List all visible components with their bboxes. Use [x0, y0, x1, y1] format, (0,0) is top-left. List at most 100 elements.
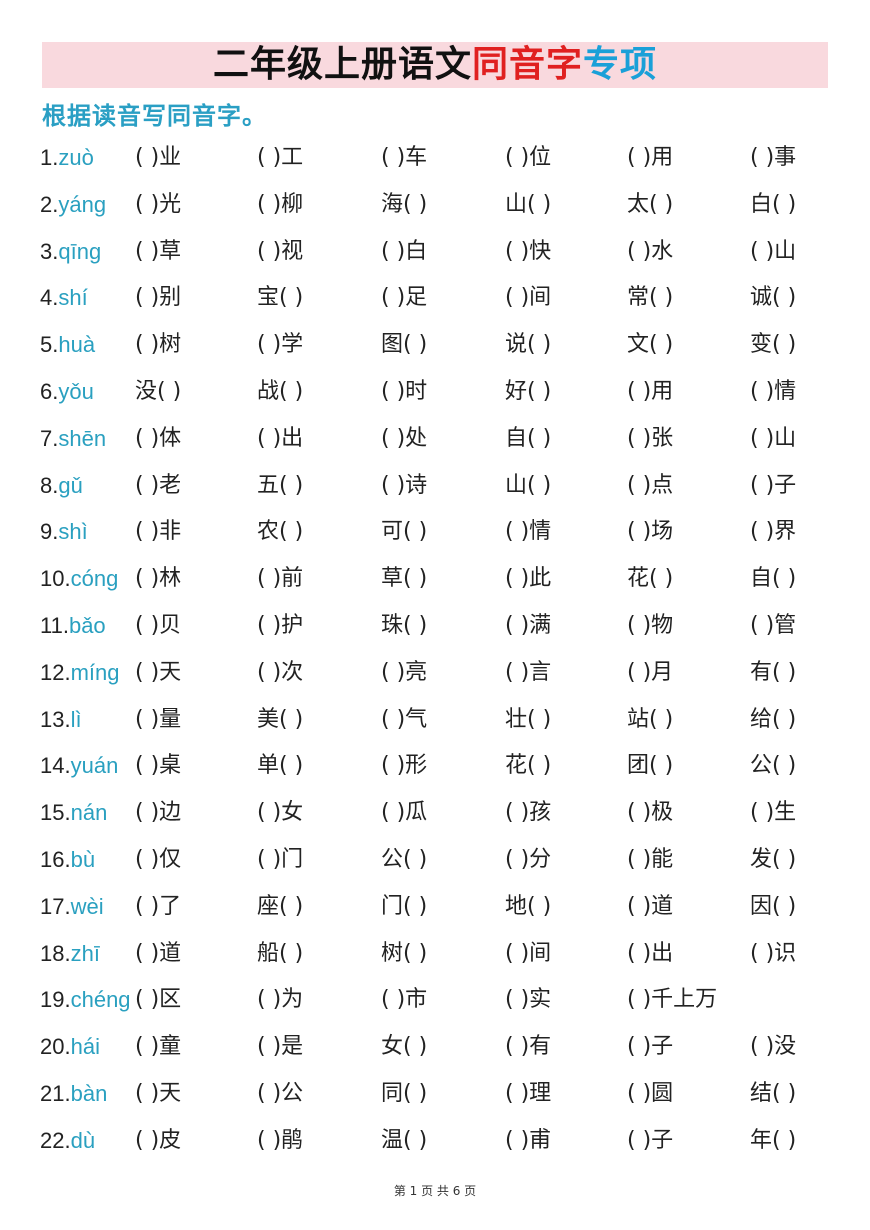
fill-blank-cell[interactable]: ( )树 — [135, 332, 182, 358]
fill-blank-cell[interactable]: 团( ) — [627, 753, 674, 779]
fill-blank-cell[interactable]: 宝( ) — [257, 285, 304, 311]
fill-blank-cell[interactable]: ( )形 — [381, 753, 428, 779]
fill-blank-cell[interactable]: ( )了 — [135, 893, 182, 919]
fill-blank-cell[interactable]: ( )千上万 — [627, 987, 718, 1013]
fill-blank-cell[interactable]: ( )物 — [627, 613, 674, 638]
fill-blank-cell[interactable]: 单( ) — [257, 753, 304, 779]
fill-blank-cell[interactable]: ( )月 — [627, 659, 674, 685]
fill-blank-cell[interactable]: ( )山 — [750, 238, 797, 264]
fill-blank-cell[interactable]: 可( ) — [381, 519, 428, 545]
fill-blank-cell[interactable]: 有( ) — [750, 659, 797, 685]
fill-blank-cell[interactable]: ( )学 — [257, 332, 304, 358]
fill-blank-cell[interactable]: ( )子 — [750, 472, 797, 498]
fill-blank-cell[interactable]: 图( ) — [381, 332, 428, 358]
fill-blank-cell[interactable]: ( )贝 — [135, 613, 182, 638]
fill-blank-cell[interactable]: 结( ) — [750, 1081, 797, 1106]
fill-blank-cell[interactable]: ( )时 — [381, 379, 428, 404]
fill-blank-cell[interactable]: ( )门 — [257, 847, 304, 872]
fill-blank-cell[interactable]: 船( ) — [257, 940, 304, 966]
fill-blank-cell[interactable]: ( )桌 — [135, 753, 182, 779]
fill-blank-cell[interactable]: ( )间 — [505, 285, 552, 311]
fill-blank-cell[interactable]: 太( ) — [627, 191, 674, 217]
fill-blank-cell[interactable]: ( )天 — [135, 1081, 182, 1106]
fill-blank-cell[interactable]: ( )业 — [135, 145, 182, 170]
fill-blank-cell[interactable]: 女( ) — [381, 1034, 428, 1060]
fill-blank-cell[interactable]: ( )生 — [750, 800, 797, 826]
fill-blank-cell[interactable]: 树( ) — [381, 940, 428, 966]
fill-blank-cell[interactable]: ( )鹃 — [257, 1127, 304, 1153]
fill-blank-cell[interactable]: ( )管 — [750, 613, 797, 638]
fill-blank-cell[interactable]: ( )道 — [135, 940, 182, 966]
fill-blank-cell[interactable]: ( )能 — [627, 847, 674, 872]
fill-blank-cell[interactable]: ( )皮 — [135, 1127, 182, 1153]
fill-blank-cell[interactable]: ( )出 — [257, 425, 304, 451]
fill-blank-cell[interactable]: 座( ) — [257, 893, 304, 919]
fill-blank-cell[interactable]: ( )光 — [135, 191, 182, 217]
fill-blank-cell[interactable]: 站( ) — [627, 706, 674, 732]
fill-blank-cell[interactable]: ( )出 — [627, 940, 674, 966]
fill-blank-cell[interactable]: ( )体 — [135, 425, 182, 451]
fill-blank-cell[interactable]: 好( ) — [505, 379, 552, 404]
fill-blank-cell[interactable]: ( )林 — [135, 566, 182, 592]
fill-blank-cell[interactable]: ( )言 — [505, 659, 552, 685]
fill-blank-cell[interactable]: ( )没 — [750, 1034, 797, 1060]
fill-blank-cell[interactable]: ( )山 — [750, 425, 797, 451]
fill-blank-cell[interactable]: ( )圆 — [627, 1081, 674, 1106]
fill-blank-cell[interactable]: ( )次 — [257, 659, 304, 685]
fill-blank-cell[interactable]: ( )瓜 — [381, 800, 428, 826]
fill-blank-cell[interactable]: 山( ) — [505, 191, 552, 217]
fill-blank-cell[interactable]: ( )识 — [750, 940, 797, 966]
fill-blank-cell[interactable]: ( )足 — [381, 285, 428, 311]
fill-blank-cell[interactable]: ( )满 — [505, 613, 552, 638]
fill-blank-cell[interactable]: ( )用 — [627, 145, 674, 170]
fill-blank-cell[interactable]: ( )白 — [381, 238, 428, 264]
fill-blank-cell[interactable]: ( )子 — [627, 1127, 674, 1153]
fill-blank-cell[interactable]: 五( ) — [257, 472, 304, 498]
fill-blank-cell[interactable]: 文( ) — [627, 332, 674, 358]
fill-blank-cell[interactable]: ( )点 — [627, 472, 674, 498]
fill-blank-cell[interactable]: 战( ) — [257, 379, 304, 404]
fill-blank-cell[interactable]: ( )处 — [381, 425, 428, 451]
fill-blank-cell[interactable]: ( )分 — [505, 847, 552, 872]
fill-blank-cell[interactable]: 常( ) — [627, 285, 674, 311]
fill-blank-cell[interactable]: 因( ) — [750, 893, 797, 919]
fill-blank-cell[interactable]: ( )此 — [505, 566, 552, 592]
fill-blank-cell[interactable]: 草( ) — [381, 566, 428, 592]
fill-blank-cell[interactable]: 发( ) — [750, 847, 797, 872]
fill-blank-cell[interactable]: ( )非 — [135, 519, 182, 545]
fill-blank-cell[interactable]: 海( ) — [381, 191, 428, 217]
fill-blank-cell[interactable]: 美( ) — [257, 706, 304, 732]
fill-blank-cell[interactable]: ( )车 — [381, 145, 428, 170]
fill-blank-cell[interactable]: ( )张 — [627, 425, 674, 451]
fill-blank-cell[interactable]: 花( ) — [627, 566, 674, 592]
fill-blank-cell[interactable]: 温( ) — [381, 1127, 428, 1153]
fill-blank-cell[interactable]: ( )有 — [505, 1034, 552, 1060]
fill-blank-cell[interactable]: ( )甫 — [505, 1127, 552, 1153]
fill-blank-cell[interactable]: ( )子 — [627, 1034, 674, 1060]
fill-blank-cell[interactable]: 公( ) — [381, 847, 428, 872]
fill-blank-cell[interactable]: ( )气 — [381, 706, 428, 732]
fill-blank-cell[interactable]: 诚( ) — [750, 285, 797, 311]
fill-blank-cell[interactable]: ( )公 — [257, 1081, 304, 1106]
fill-blank-cell[interactable]: ( )女 — [257, 800, 304, 826]
fill-blank-cell[interactable]: ( )边 — [135, 800, 182, 826]
fill-blank-cell[interactable]: 说( ) — [505, 332, 552, 358]
fill-blank-cell[interactable]: 变( ) — [750, 332, 797, 358]
fill-blank-cell[interactable]: 自( ) — [505, 425, 552, 451]
fill-blank-cell[interactable]: ( )用 — [627, 379, 674, 404]
fill-blank-cell[interactable]: ( )工 — [257, 145, 304, 170]
fill-blank-cell[interactable]: ( )场 — [627, 519, 674, 545]
fill-blank-cell[interactable]: ( )间 — [505, 940, 552, 966]
fill-blank-cell[interactable]: 农( ) — [257, 519, 304, 545]
fill-blank-cell[interactable]: ( )柳 — [257, 191, 304, 217]
fill-blank-cell[interactable]: 给( ) — [750, 706, 797, 732]
fill-blank-cell[interactable]: ( )护 — [257, 613, 304, 638]
fill-blank-cell[interactable]: 壮( ) — [505, 706, 552, 732]
fill-blank-cell[interactable]: ( )诗 — [381, 472, 428, 498]
fill-blank-cell[interactable]: ( )童 — [135, 1034, 182, 1060]
fill-blank-cell[interactable]: 花( ) — [505, 753, 552, 779]
fill-blank-cell[interactable]: 没( ) — [135, 379, 182, 404]
fill-blank-cell[interactable]: ( )前 — [257, 566, 304, 592]
fill-blank-cell[interactable]: ( )视 — [257, 238, 304, 264]
fill-blank-cell[interactable]: 地( ) — [505, 893, 552, 919]
